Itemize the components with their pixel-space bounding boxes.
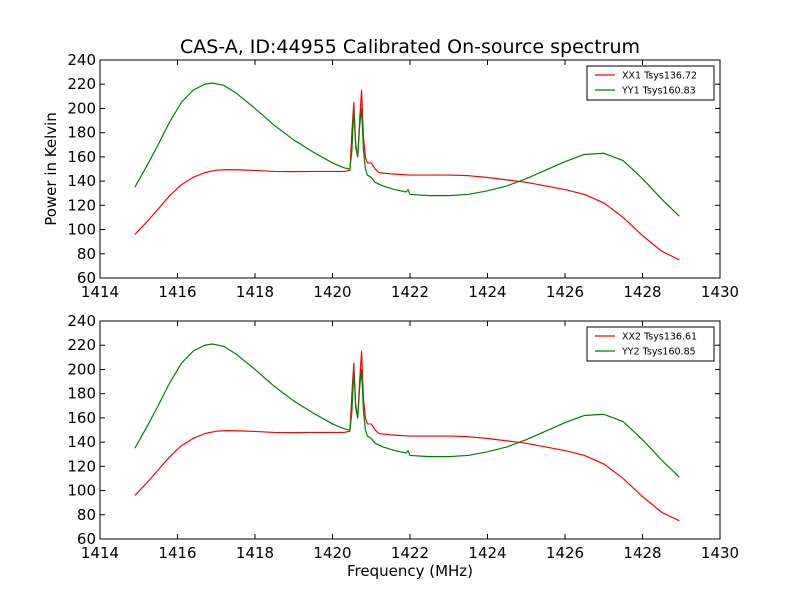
legend-entry: YY2 Tsys160.85	[621, 347, 696, 358]
series-line-1-2	[134, 82, 680, 217]
legend: XX1 Tsys136.72 YY1 Tsys160.83	[586, 65, 715, 101]
series-line-2-2	[134, 343, 680, 478]
x-tick-label: 1426	[546, 283, 584, 301]
y-tick-label: 160	[67, 148, 96, 166]
y-tick-label: 220	[67, 75, 96, 93]
x-tick-label: 1414	[81, 283, 119, 301]
x-axis-label: Frequency (MHz)	[347, 562, 473, 580]
y-tick-label: 80	[77, 245, 96, 263]
x-tick-label: 1422	[391, 283, 429, 301]
x-tick-label: 1418	[236, 544, 274, 562]
y-tick-label: 120	[67, 457, 96, 475]
y-tick-label: 200	[67, 99, 96, 117]
legend-entry: XX2 Tsys136.61	[622, 332, 697, 343]
y-tick-label: 240	[67, 51, 96, 69]
series-line-2-1	[134, 350, 680, 522]
x-tick-label: 1422	[391, 544, 429, 562]
plot-panel-2: 1414 1416 1418 1420 1422 1424 1426 1428 1430 60 80…	[67, 312, 739, 562]
y-tick-label: 100	[67, 482, 96, 500]
y-tick-label: 240	[67, 312, 96, 330]
y-tick-label: 60	[77, 530, 96, 548]
y-tick-label: 100	[67, 221, 96, 239]
y-tick-label: 120	[67, 196, 96, 214]
y-tick-label: 140	[67, 433, 96, 451]
y-tick-label: 200	[67, 360, 96, 378]
y-tick-label: 160	[67, 409, 96, 427]
x-tick-label: 1416	[158, 544, 196, 562]
series-line-1-1	[134, 89, 680, 261]
legend-box	[586, 65, 715, 101]
x-tick-label: 1420	[313, 544, 351, 562]
legend-entry: YY1 Tsys160.83	[621, 86, 696, 97]
legend-box	[586, 326, 715, 362]
x-tick-label: 1420	[313, 283, 351, 301]
plot-panel-1: 1414 1416 1418 1420 1422 1424 1426 1428 1430 60 80…	[67, 51, 739, 301]
y-tick-label: 180	[67, 124, 96, 142]
x-tick-label: 1424	[468, 283, 506, 301]
y-tick-label: 80	[77, 506, 96, 524]
x-tick-label: 1430	[701, 544, 739, 562]
y-axis-label: Power in Kelvin	[42, 112, 60, 226]
x-tick-label: 1428	[623, 283, 661, 301]
x-tick-label: 1430	[701, 283, 739, 301]
y-tick-label: 60	[77, 269, 96, 287]
x-tick-label: 1414	[81, 544, 119, 562]
chart-title: CAS-A, ID:44955 Calibrated On-source spe…	[180, 36, 640, 58]
legend-entry: XX1 Tsys136.72	[622, 71, 697, 82]
y-tick-label: 140	[67, 172, 96, 190]
y-tick-label: 180	[67, 385, 96, 403]
x-tick-label: 1428	[623, 544, 661, 562]
x-tick-label: 1416	[158, 283, 196, 301]
x-tick-label: 1418	[236, 283, 274, 301]
x-tick-label: 1424	[468, 544, 506, 562]
x-tick-label: 1426	[546, 544, 584, 562]
y-tick-label: 220	[67, 336, 96, 354]
legend: XX2 Tsys136.61 YY2 Tsys160.85	[586, 326, 715, 362]
